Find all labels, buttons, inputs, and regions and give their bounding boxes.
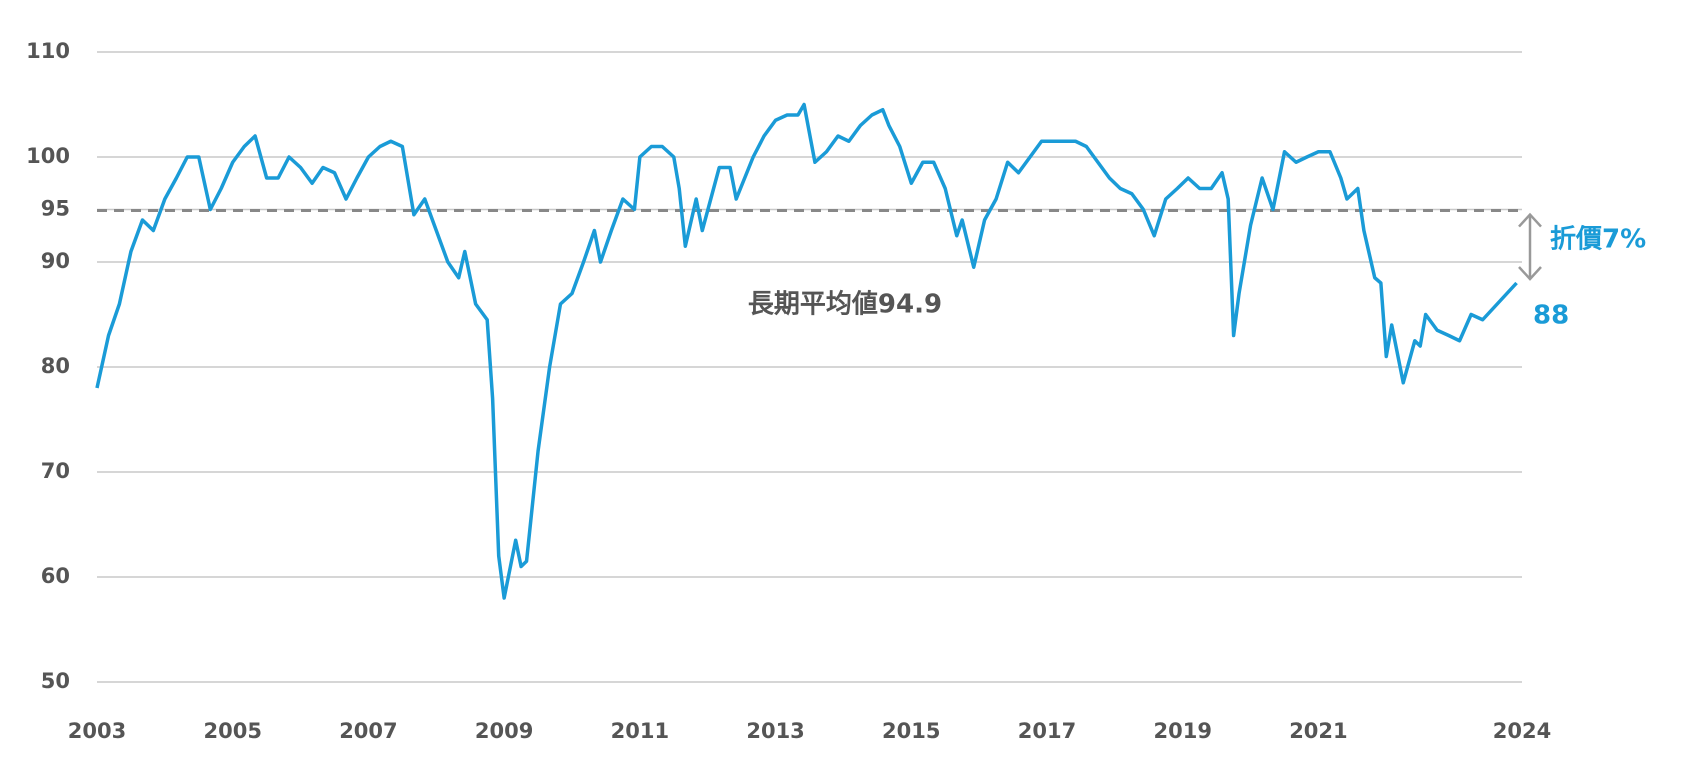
x-tick-label: 2017: [1018, 719, 1076, 743]
x-tick-label: 2024: [1493, 719, 1551, 743]
x-tick-label: 2011: [611, 719, 669, 743]
x-tick-label: 2015: [882, 719, 940, 743]
y-tick-label: 50: [41, 669, 70, 693]
x-tick-label: 2003: [68, 719, 126, 743]
arrow-head: [1518, 266, 1542, 281]
y-tick-label: 95: [41, 197, 70, 221]
x-tick-label: 2019: [1153, 719, 1211, 743]
y-tick-label: 80: [41, 354, 70, 378]
x-tick-label: 2021: [1289, 719, 1347, 743]
y-tick-label: 60: [41, 564, 70, 588]
x-tick-label: 2007: [339, 719, 397, 743]
x-tick-label: 2009: [475, 719, 533, 743]
x-tick-label: 2013: [746, 719, 804, 743]
reference-label: 長期平均値94.9: [748, 290, 942, 320]
data-line: [95, 102, 1518, 600]
x-tick-label: 2005: [203, 719, 261, 743]
end-label: 88: [1533, 301, 1569, 331]
arrow-head: [1518, 212, 1542, 228]
y-tick-label: 100: [26, 144, 70, 168]
discount-label: 折價7%: [1550, 225, 1646, 255]
y-tick-label: 70: [41, 459, 70, 483]
y-tick-label: 110: [26, 39, 70, 63]
y-tick-label: 90: [41, 249, 70, 273]
